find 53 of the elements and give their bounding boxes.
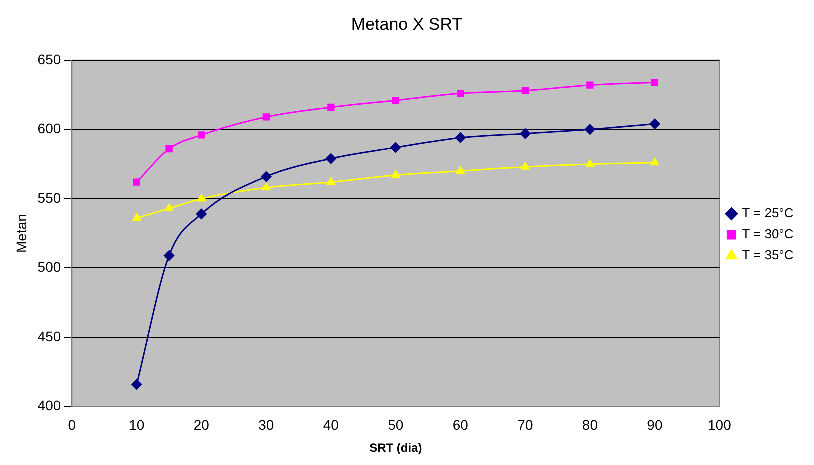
point xyxy=(650,158,660,166)
y-tick-label: 500 xyxy=(38,259,62,276)
point xyxy=(166,146,173,153)
x-tick-label: 20 xyxy=(194,417,210,434)
point xyxy=(392,170,400,178)
x-tick-label: 60 xyxy=(452,417,469,434)
point xyxy=(198,132,206,139)
point xyxy=(133,178,140,186)
point xyxy=(328,104,335,112)
point xyxy=(390,142,402,153)
point xyxy=(520,128,531,140)
y-tick-label: 550 xyxy=(38,190,62,206)
legend-label: T = 25°C xyxy=(742,206,794,221)
point xyxy=(132,214,142,222)
x-tick-label: 90 xyxy=(647,417,663,434)
legend-label: T = 30°C xyxy=(742,226,794,242)
point xyxy=(197,194,206,202)
point xyxy=(455,132,466,144)
x-tick-label: 100 xyxy=(708,417,732,434)
point xyxy=(586,160,594,168)
point xyxy=(165,204,174,212)
point xyxy=(586,82,594,89)
point xyxy=(326,154,336,164)
point xyxy=(132,379,142,390)
point xyxy=(196,208,207,220)
x-tick-label: 80 xyxy=(582,417,598,434)
point xyxy=(457,90,464,98)
x-tick-label: 0 xyxy=(68,417,76,434)
y-axis-title: Metan xyxy=(13,214,30,254)
point xyxy=(522,87,530,94)
point xyxy=(392,97,400,104)
y-tick-label: 450 xyxy=(38,328,62,344)
y-tick-label: 600 xyxy=(38,120,62,137)
chart-title: Metano X SRT xyxy=(351,14,463,34)
point xyxy=(456,166,465,174)
x-tick-label: 70 xyxy=(518,417,534,434)
x-tick-label: 50 xyxy=(388,417,404,434)
point xyxy=(650,118,660,130)
x-tick-label: 40 xyxy=(323,417,340,434)
x-axis-title: SRT (dia) xyxy=(370,441,422,456)
point xyxy=(326,178,336,186)
x-tick-label: 30 xyxy=(258,417,274,434)
point xyxy=(262,114,270,121)
point xyxy=(261,172,272,182)
y-tick-label: 400 xyxy=(38,398,62,414)
point xyxy=(651,78,659,86)
point xyxy=(584,124,596,135)
point xyxy=(262,183,271,191)
y-tick-label: 650 xyxy=(38,51,62,68)
legend-label: T = 35°C xyxy=(742,248,794,263)
point xyxy=(164,250,175,262)
point xyxy=(521,162,530,170)
x-tick-label: 10 xyxy=(129,417,145,434)
